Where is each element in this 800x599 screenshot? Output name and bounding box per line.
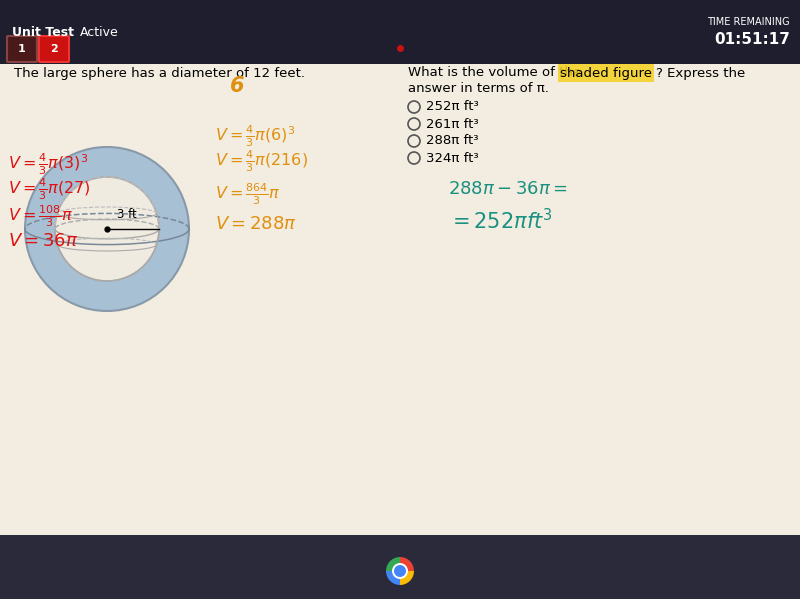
Text: 1: 1	[18, 44, 26, 54]
Text: $V = \frac{864}{3}\pi$: $V = \frac{864}{3}\pi$	[215, 181, 281, 207]
Bar	[0, 24, 800, 64]
Wedge shape	[400, 571, 414, 585]
Bar	[0, 0, 800, 59]
Text: $V = \frac{4}{3}\pi(27)$: $V = \frac{4}{3}\pi(27)$	[8, 176, 91, 202]
Text: ? Express the: ? Express the	[656, 66, 746, 80]
FancyBboxPatch shape	[7, 36, 37, 62]
Text: $V = \frac{4}{3}\pi(216)$: $V = \frac{4}{3}\pi(216)$	[215, 148, 308, 174]
Text: 288π ft³: 288π ft³	[426, 135, 478, 147]
Text: 261π ft³: 261π ft³	[426, 117, 478, 131]
Bar	[0, 64, 800, 535]
Circle shape	[394, 565, 406, 577]
Wedge shape	[400, 557, 414, 571]
Text: $= 252\pi ft^3$: $= 252\pi ft^3$	[448, 208, 553, 234]
Text: 3 ft: 3 ft	[117, 208, 137, 221]
Text: $V = \frac{108}{3}\pi$: $V = \frac{108}{3}\pi$	[8, 203, 74, 229]
Text: Active: Active	[80, 26, 118, 38]
Text: $288\pi - 36\pi =$: $288\pi - 36\pi =$	[448, 180, 568, 198]
Wedge shape	[386, 571, 400, 585]
Bar	[0, 535, 800, 599]
Text: 324π ft³: 324π ft³	[426, 152, 478, 165]
Text: 252π ft³: 252π ft³	[426, 101, 478, 113]
Wedge shape	[386, 557, 400, 571]
Text: TIME REMAINING: TIME REMAINING	[707, 17, 790, 27]
Text: 6: 6	[230, 76, 245, 96]
Circle shape	[25, 147, 189, 311]
Text: $V = 288\pi$: $V = 288\pi$	[215, 215, 297, 233]
Text: shaded figure: shaded figure	[560, 66, 652, 80]
Text: answer in terms of π.: answer in terms of π.	[408, 81, 549, 95]
Text: Unit Test: Unit Test	[12, 26, 74, 38]
Text: The large sphere has a diameter of 12 feet.: The large sphere has a diameter of 12 fe…	[14, 66, 305, 80]
Text: What is the volume of the: What is the volume of the	[408, 66, 586, 80]
Text: $V = 36\pi$: $V = 36\pi$	[8, 232, 78, 250]
Circle shape	[55, 177, 159, 281]
Text: 01:51:17: 01:51:17	[714, 32, 790, 47]
FancyBboxPatch shape	[39, 36, 69, 62]
Text: $V = \frac{4}{3}\pi(3)^3$: $V = \frac{4}{3}\pi(3)^3$	[8, 151, 88, 177]
Text: $V = \frac{4}{3}\pi(6)^3$: $V = \frac{4}{3}\pi(6)^3$	[215, 123, 295, 149]
Text: 2: 2	[50, 44, 58, 54]
Circle shape	[392, 563, 408, 579]
